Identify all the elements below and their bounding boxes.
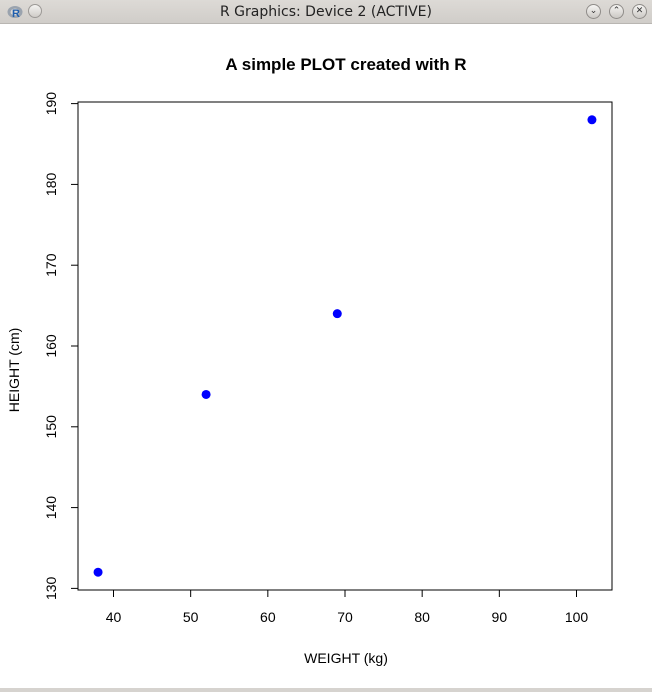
x-axis-label: WEIGHT (kg) bbox=[304, 650, 388, 666]
scatter-chart: A simple PLOT created with R 40 50 60 70 80 9… bbox=[6, 55, 613, 666]
y-tick-label: 170 bbox=[43, 253, 59, 277]
plot-area: A simple PLOT created with R 40 50 60 70 80 9… bbox=[0, 24, 652, 688]
data-point bbox=[332, 309, 342, 319]
x-tick-label: 100 bbox=[565, 609, 589, 625]
data-points bbox=[93, 115, 597, 577]
y-axis-label: HEIGHT (cm) bbox=[6, 328, 22, 413]
y-tick-label: 180 bbox=[43, 173, 59, 197]
y-axis: 130 140 150 160 170 180 190 bbox=[43, 92, 79, 600]
y-tick-label: 150 bbox=[43, 415, 59, 439]
plot-box bbox=[77, 101, 613, 591]
maximize-button[interactable]: ⌃ bbox=[609, 4, 624, 19]
data-point bbox=[201, 389, 211, 399]
y-tick-label: 140 bbox=[43, 496, 59, 520]
window-menu-button[interactable] bbox=[28, 4, 42, 18]
data-point bbox=[587, 115, 597, 125]
window-titlebar[interactable]: R R Graphics: Device 2 (ACTIVE) ⌄ ⌃ ✕ bbox=[0, 0, 652, 24]
y-tick-label: 190 bbox=[43, 92, 59, 116]
minimize-button[interactable]: ⌄ bbox=[586, 4, 601, 19]
x-tick-label: 70 bbox=[337, 609, 353, 625]
data-point bbox=[93, 567, 103, 577]
chart-title: A simple PLOT created with R bbox=[225, 55, 466, 74]
svg-text:R: R bbox=[12, 8, 20, 20]
x-axis: 40 50 60 70 80 90 100 bbox=[106, 589, 589, 625]
r-logo-icon: R bbox=[7, 6, 23, 20]
x-tick-label: 40 bbox=[106, 609, 122, 625]
x-tick-label: 80 bbox=[414, 609, 430, 625]
window-title: R Graphics: Device 2 (ACTIVE) bbox=[220, 4, 432, 20]
x-tick-label: 60 bbox=[260, 609, 276, 625]
x-tick-label: 50 bbox=[183, 609, 199, 625]
y-tick-label: 160 bbox=[43, 334, 59, 358]
y-tick-label: 130 bbox=[43, 576, 59, 600]
x-tick-label: 90 bbox=[492, 609, 508, 625]
close-button[interactable]: ✕ bbox=[632, 4, 647, 19]
